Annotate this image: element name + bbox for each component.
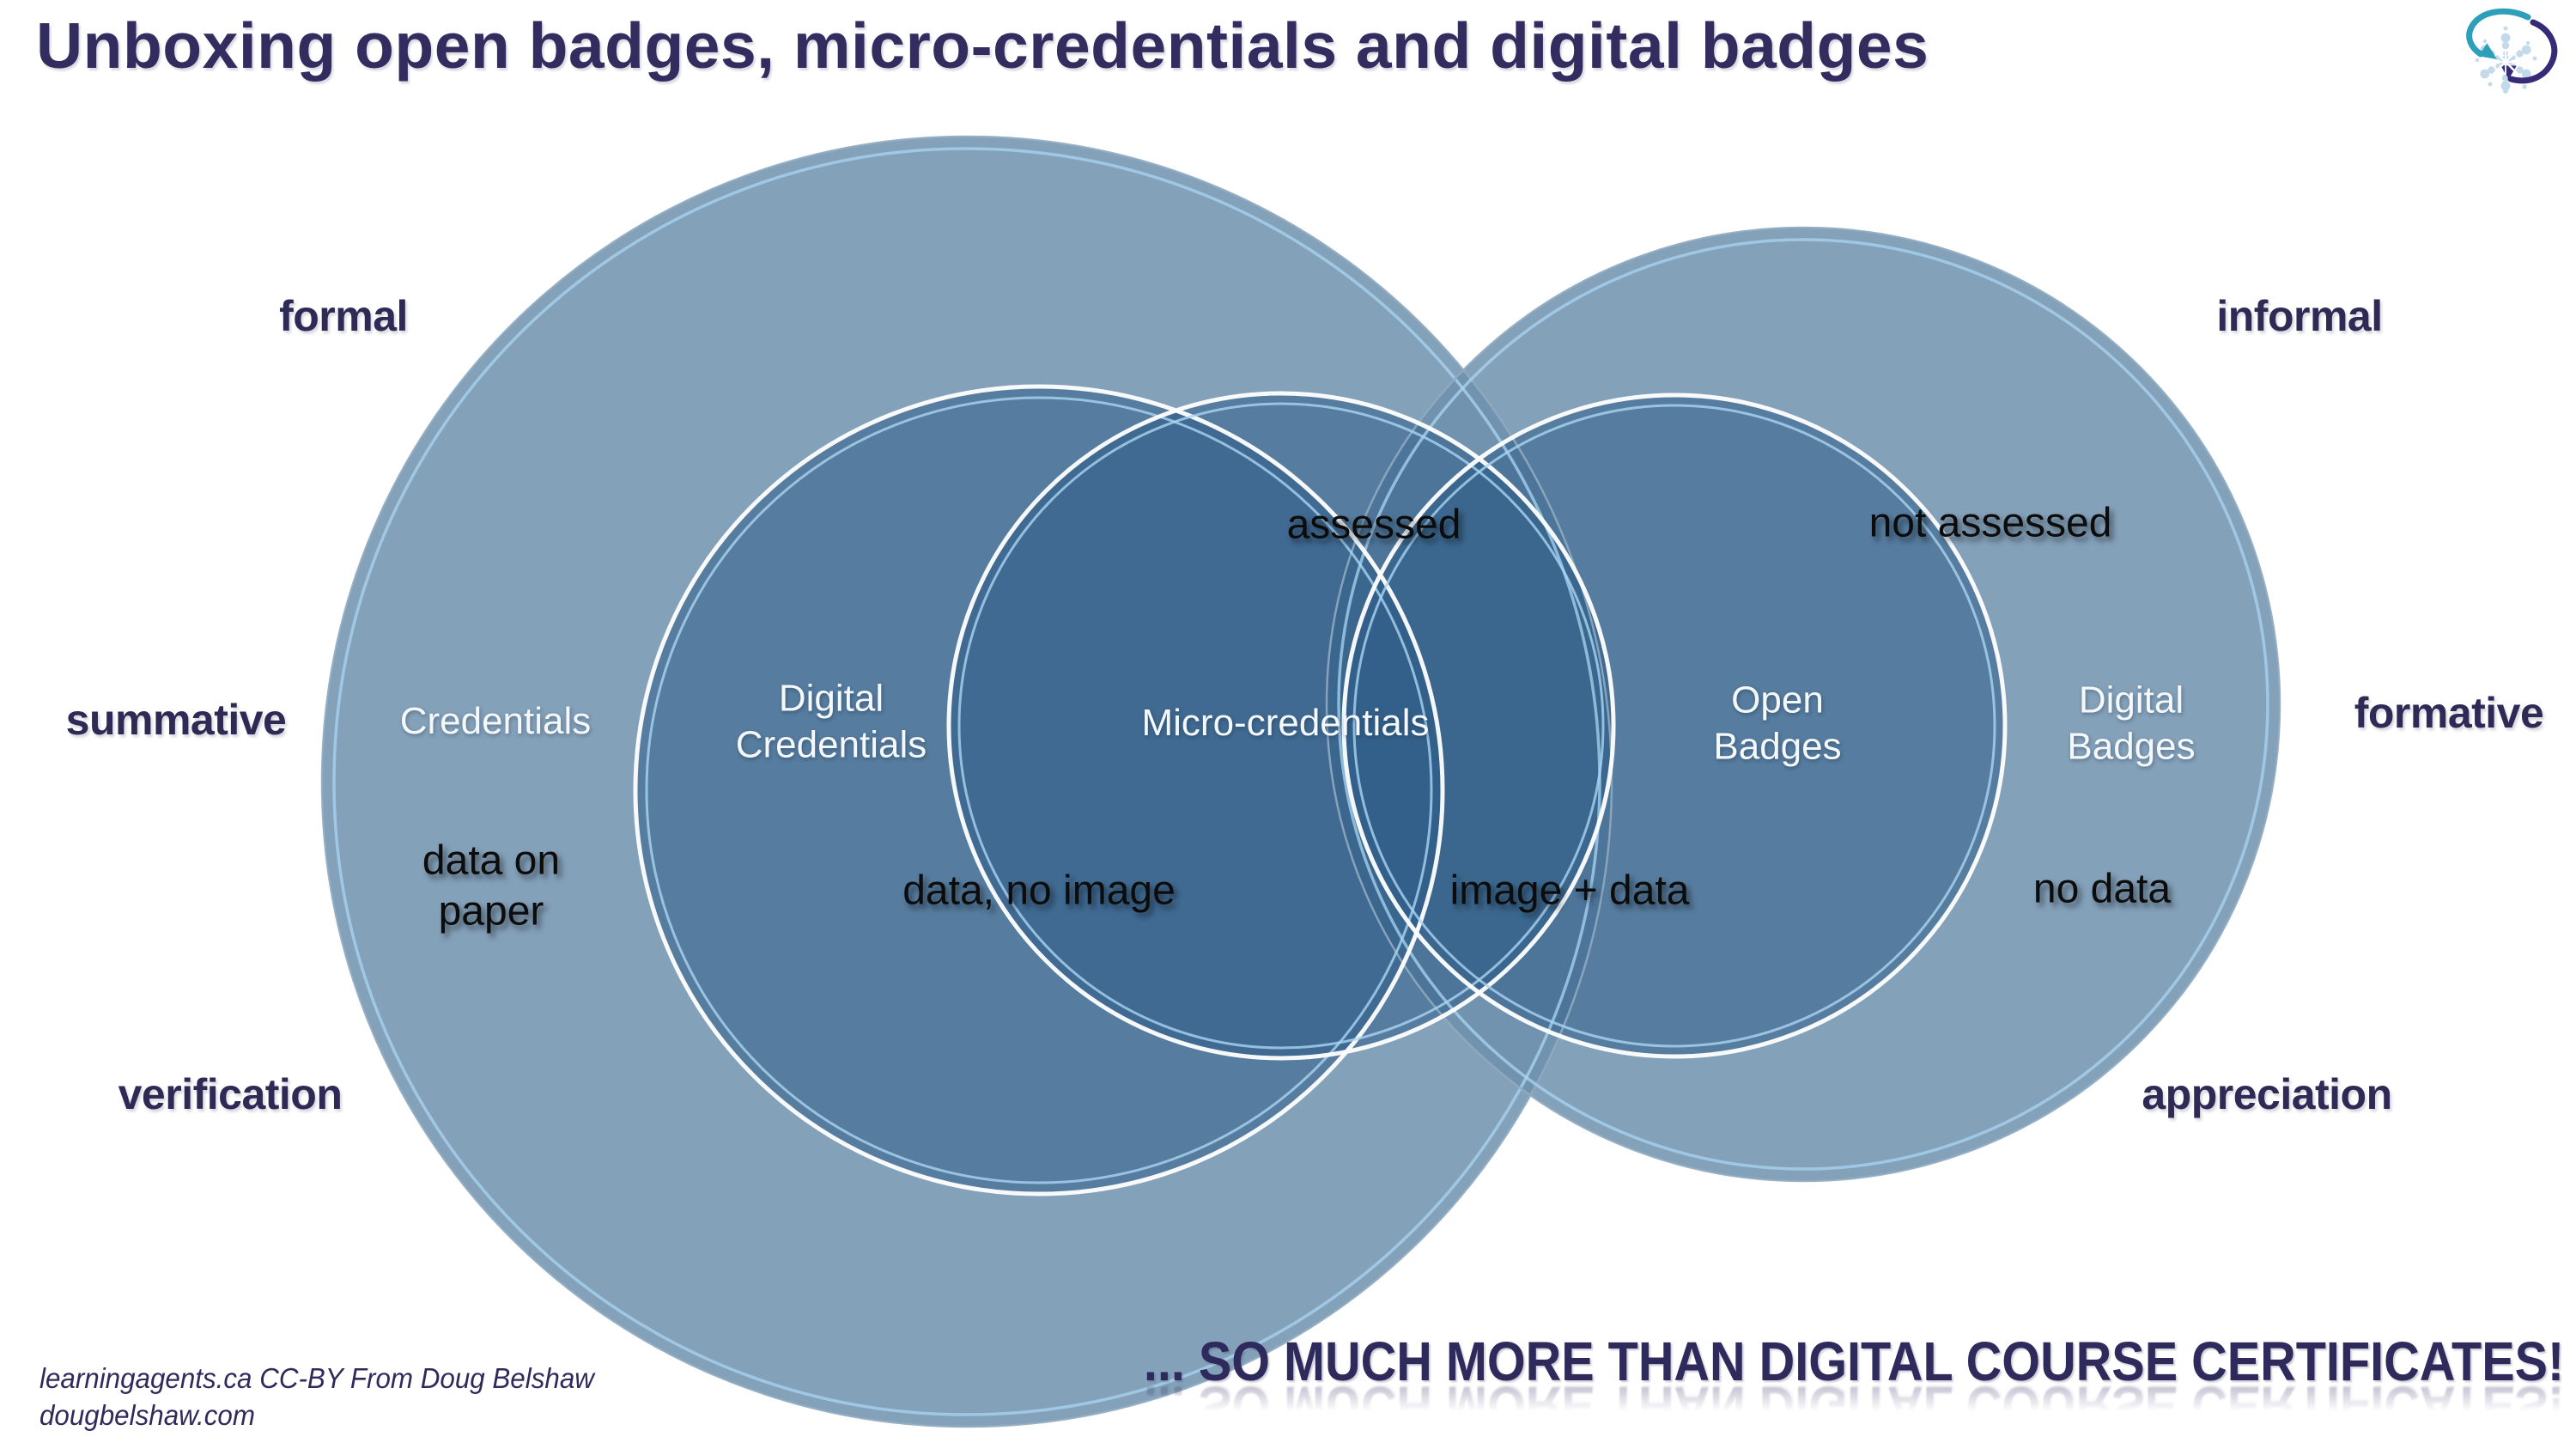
circle-label-digital-badges: Digital Badges [2067, 677, 2195, 769]
attribution-line-2: dougbelshaw.com [39, 1398, 255, 1431]
circle-label-digital-credentials: Digital Credentials [736, 675, 927, 767]
arrow-teal-icon [2466, 8, 2531, 59]
circle-label-line: Digital [2078, 679, 2184, 721]
note-not-assessed: not assessed [1868, 500, 2112, 546]
open-badges-edge [1341, 393, 2008, 1059]
open-badges-glow [1352, 404, 1996, 1048]
digital-credentials-edge [633, 384, 1445, 1196]
note-image-plus-data: image + data [1449, 868, 1690, 914]
circle-label-line: Credentials [735, 723, 927, 765]
circle-label-line: Badges [2067, 725, 2196, 767]
note-data-no-image: data, no image [902, 868, 1176, 914]
page-title: Unboxing open badges, micro-credentials … [36, 9, 1929, 82]
circle-label-open-badges: Open Badges [1713, 677, 1841, 769]
circle-label-micro-credentials: Micro-credentials [1141, 702, 1430, 745]
open-badges-circle [1344, 395, 2005, 1056]
micro-credentials-edge [946, 391, 1616, 1061]
note-line: data on [422, 837, 561, 884]
bottom-banner: ... SO MUCH MORE THAN DIGITAL COURSE CER… [1143, 1330, 2564, 1438]
note-line: paper [438, 888, 544, 934]
circle-label-line: Badges [1713, 725, 1842, 767]
note-data-on-paper: data on paper [422, 836, 560, 936]
axis-label-formal: formal [279, 292, 408, 340]
axis-label-appreciation: appreciation [2142, 1070, 2392, 1118]
axis-label-informal: informal [2216, 292, 2383, 340]
attribution: learningagents.ca CC-BY From Doug Belsha… [39, 1361, 594, 1434]
attribution-line-1: learningagents.ca CC-BY From Doug Belsha… [39, 1362, 594, 1394]
sparkle-icon [2493, 49, 2518, 75]
circle-label-credentials: Credentials [399, 700, 592, 743]
banner-text: ... SO MUCH MORE THAN DIGITAL COURSE CER… [1143, 1330, 2564, 1392]
axis-label-verification: verification [118, 1070, 343, 1118]
circle-label-line: Open [1731, 679, 1824, 721]
banner-reflection: ... SO MUCH MORE THAN DIGITAL COURSE CER… [1143, 1375, 2564, 1438]
informal-circle-glow [1337, 238, 2269, 1171]
micro-credentials-glow [957, 402, 1605, 1050]
circle-label-line: Digital [778, 677, 884, 720]
digital-credentials-glow [645, 396, 1433, 1184]
credentials-circle-glow [332, 147, 1601, 1416]
note-no-data: no data [2032, 866, 2172, 912]
credentials-circle-edge [320, 135, 1613, 1428]
informal-circle-edge [1325, 226, 2281, 1183]
note-assessed: assessed [1286, 502, 1461, 548]
learning-agents-logo [2466, 8, 2558, 94]
axis-label-formative: formative [2354, 689, 2544, 737]
axis-label-summative: summative [65, 696, 287, 744]
